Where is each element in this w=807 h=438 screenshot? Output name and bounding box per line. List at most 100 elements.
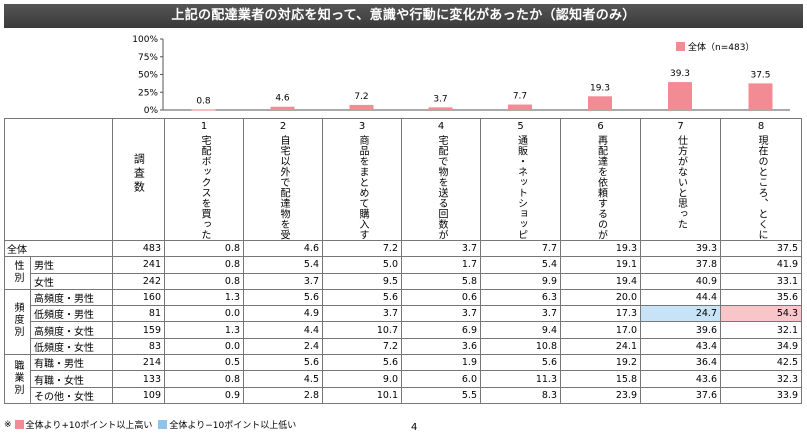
n-header-label: 調査数	[132, 153, 146, 195]
table-row: 低頻度・女性 83 0.0 2.4 7.2 3.6 10.8 24.1 43.4 34.9	[5, 337, 802, 356]
question-number: 5	[517, 121, 524, 132]
value-cell: 5.8	[401, 272, 481, 290]
value-cell: 5.4	[480, 256, 561, 274]
row-label: 高頻度・男性	[30, 288, 113, 307]
value-cell: 37.8	[640, 256, 721, 274]
value-cell: 17.0	[560, 321, 641, 339]
value-cell: 9.4	[480, 321, 561, 339]
value-cell: 1.9	[401, 354, 481, 372]
value-cell: 0.8	[164, 272, 244, 290]
row-label: 低頻度・男性	[30, 305, 113, 323]
row-n: 242	[112, 272, 165, 290]
bar	[588, 96, 612, 110]
value-cell: 37.6	[640, 386, 721, 404]
value-cell: 3.7	[401, 239, 481, 258]
value-cell: 5.6	[480, 354, 561, 372]
data-label: 7.7	[513, 92, 527, 102]
value-cell: 32.3	[720, 370, 802, 388]
table-row: 低頻度・男性 81 0.0 4.9 3.7 3.7 3.7 17.3 24.7 54.3	[5, 305, 802, 323]
row-label: 男性	[30, 256, 113, 274]
value-cell: 43.6	[640, 370, 721, 388]
value-cell: 10.7	[322, 321, 402, 339]
y-tick-label: 25%	[138, 88, 158, 98]
value-cell: 4.6	[243, 239, 323, 258]
question-header: 1 宅配ボックスを買った	[164, 118, 244, 241]
legend-swatch	[676, 42, 685, 51]
value-cell: 24.7	[640, 305, 721, 323]
question-text: 通販・ネットショッピングをするのが後ろめたく感じるようになった	[515, 135, 527, 240]
table-row: 全体 483 0.8 4.6 7.2 3.7 7.7 19.3 39.3 37.5	[4, 239, 802, 258]
value-cell: 0.8	[164, 256, 244, 274]
value-cell: 5.6	[243, 288, 323, 307]
chart-legend: 全体（n=483）	[676, 40, 754, 53]
y-tick-label: 100%	[132, 35, 158, 45]
value-cell: 37.5	[720, 239, 802, 258]
value-cell: 36.4	[640, 354, 721, 372]
row-n: 133	[112, 370, 165, 388]
value-cell: 6.9	[401, 321, 481, 339]
page-title: 上記の配達業者の対応を知って、意識や行動に変化があったか（認知者のみ）	[4, 4, 803, 28]
bar	[668, 82, 692, 110]
footnote-prefix: ※	[4, 419, 12, 430]
value-cell: 33.9	[720, 386, 802, 404]
row-label: 低頻度・女性	[30, 337, 113, 356]
bar	[748, 83, 773, 110]
row-label: その他・女性	[30, 386, 113, 404]
question-header: 3 商品をまとめて購入するようになった	[322, 118, 402, 241]
value-cell: 1.7	[401, 256, 481, 274]
question-text: 仕方がないと思った	[675, 135, 687, 230]
value-cell: 10.1	[322, 386, 402, 404]
y-tick-label: 50%	[138, 71, 158, 81]
question-text: 現在のところ、とくに何も変わらない	[756, 135, 767, 241]
question-number: 8	[757, 121, 765, 132]
y-tick-label: 0%	[144, 106, 159, 116]
table-row: 性別 男性 241 0.8 5.4 5.0 1.7 5.4 19.1 37.8 41.9	[4, 256, 802, 290]
footnote-low: 全体より−10ポイント以上低い	[169, 421, 297, 431]
question-text: 自宅以外で配達物を受け取ることが増えた	[278, 135, 289, 241]
row-group: 職業別	[4, 354, 31, 404]
bar	[349, 104, 374, 110]
header-row: 調査数 1 宅配ボックスを買った 2 自宅以外で配達物を受け取ることが増えた 3 商品をまと…	[4, 118, 802, 241]
row-n: 159	[112, 321, 165, 339]
value-cell: 54.3	[720, 305, 802, 323]
value-cell: 3.7	[243, 272, 323, 290]
question-header: 2 自宅以外で配達物を受け取ることが増えた	[243, 118, 323, 241]
value-cell: 5.6	[322, 354, 402, 372]
row-group-label: 職業別	[12, 359, 23, 396]
value-cell: 2.8	[243, 386, 323, 404]
value-cell: 17.3	[560, 305, 641, 323]
row-label: 高頻度・女性	[30, 321, 113, 339]
row-label: 有職・男性	[30, 354, 113, 372]
value-cell: 0.0	[164, 305, 244, 323]
value-cell: 10.8	[480, 337, 561, 356]
value-cell: 6.3	[480, 288, 561, 307]
value-cell: 41.9	[720, 256, 802, 274]
value-cell: 32.1	[720, 321, 802, 339]
question-header: 4 宅配で物を送る回数が減った	[401, 118, 481, 241]
header-blank	[4, 118, 113, 241]
row-n: 241	[112, 256, 165, 274]
data-label: 19.3	[590, 83, 610, 93]
table-row: 頻度別 高頻度・男性 160 1.3 5.6 5.6 0.6 6.3 20.0 44.4 35.6	[4, 288, 802, 356]
value-cell: 3.6	[401, 337, 481, 356]
value-cell: 43.4	[640, 337, 721, 356]
value-cell: 5.6	[243, 354, 323, 372]
value-cell: 8.3	[480, 386, 561, 404]
legend-label: 全体（n=483）	[688, 43, 755, 53]
row-n: 160	[112, 288, 165, 307]
row-group: 頻度別	[4, 288, 31, 356]
data-label: 0.8	[196, 96, 211, 106]
question-header: 6 再配達を依頼するのが後ろめたく感じるようになった	[560, 118, 641, 241]
value-cell: 42.5	[720, 354, 802, 372]
value-cell: 9.9	[480, 272, 561, 290]
value-cell: 4.4	[243, 321, 323, 339]
bar-chart: 100% 75% 50% 25% 0% 0.8 4.6 7.2 3.7 7.7 19.3 39.3 37…	[132, 35, 790, 116]
question-header: 8 現在のところ、とくに何も変わらない	[720, 118, 802, 241]
n-header: 調査数	[112, 118, 165, 241]
bar	[270, 106, 295, 110]
row-label: 女性	[30, 272, 113, 290]
value-cell: 40.9	[640, 272, 721, 290]
value-cell: 33.1	[720, 272, 802, 290]
data-label: 3.7	[433, 94, 447, 104]
value-cell: 34.9	[720, 337, 802, 356]
